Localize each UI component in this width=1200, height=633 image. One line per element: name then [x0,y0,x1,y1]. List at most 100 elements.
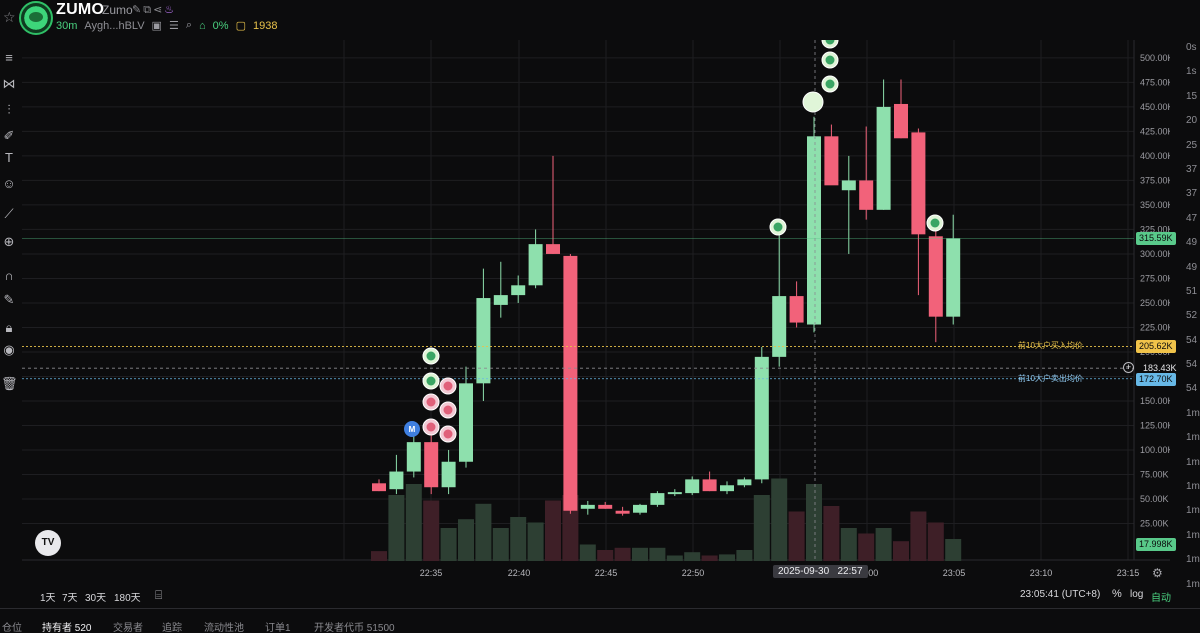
log-toggle[interactable]: log [1130,589,1144,600]
ruler-icon[interactable]: ⟋ [4,206,14,221]
right-strip-item: 1m [1186,432,1200,444]
share-icon[interactable]: ⋖ [153,4,165,16]
candle-body [389,471,404,490]
image-icon[interactable]: ▣ [151,20,162,32]
trader-avatar-face [930,218,940,228]
trader-avatar-face [443,381,453,391]
candle-body [528,244,543,286]
zoom-in-icon[interactable]: ⊕ [3,234,15,249]
volume-bar [893,541,909,561]
tab-tracking[interactable]: 追踪 [162,623,182,633]
trader-avatar-face [443,405,453,415]
candle-body [615,510,630,514]
y-tick-label: 450.00K [1140,102,1170,112]
add-alert-icon[interactable]: + [1123,362,1134,373]
timeframe-label[interactable]: 30m [56,19,78,32]
range-180d-button[interactable]: 180天 [114,593,141,604]
y-tick-label: 375.00K [1140,175,1170,185]
text-icon[interactable]: T [5,150,13,165]
tab-liquidity-pool[interactable]: 流动性池 [204,623,244,633]
range-7d-button[interactable]: 7天 [62,593,78,604]
clock-label[interactable]: 23:05:41 (UTC+8) [1020,589,1101,600]
y-tick-label: 50.00K [1140,494,1169,504]
volume-bar [753,495,770,561]
volume-bar [440,528,457,561]
y-tick-label: 125.00K [1140,420,1170,430]
y-tick-label: 250.00K [1140,298,1170,308]
volume-bar [823,506,840,561]
trade-marker-m-label: M [409,425,416,434]
trader-avatar-face [825,40,835,45]
auto-toggle[interactable]: 自动 [1151,593,1171,604]
edit-icon[interactable]: ✎ [132,4,144,16]
crosshair-price-badge: 183.43K [1143,363,1177,373]
lock-draw-icon[interactable]: ✎ [3,292,15,307]
candle-body [598,504,613,509]
crosshair-time: 22:57 [837,566,863,577]
token-name: Zumo [102,3,133,17]
range-1d-button[interactable]: 1天 [40,593,56,604]
right-strip-item: 47 [1186,212,1198,224]
range-30d-button[interactable]: 30天 [85,593,107,604]
tab-holders[interactable]: 持有者 520 [42,623,92,633]
x-tick-label: 23:10 [1030,568,1053,578]
trash-icon[interactable]: 🗑︎ [1,376,18,391]
price-chart[interactable]: 500.00K 475.00K 450.00K 425.00K 400.00K 375.0… [22,40,1170,585]
volume-bar [475,503,492,561]
y-tick-label: 225.00K [1140,322,1170,332]
search-icon[interactable]: ⌕ [185,19,192,31]
holders-icon: ▢ [235,20,246,32]
right-strip-item: 51 [1186,285,1198,297]
tab-traders[interactable]: 交易者 [113,623,143,633]
drawing-toolbar: ≡ ⋈ ⫶ ✐ T ☺ ⟋ ⊕ ∩ ✎ 🔒︎ ◉ 🗑︎ [0,42,20,562]
right-strip-item: 37 [1186,163,1198,175]
candle-body [476,298,491,384]
emoji-icon[interactable]: ☺ [2,176,16,191]
document-icon[interactable]: ☰ [168,20,179,32]
candle-body [876,106,891,210]
calendar-range-icon[interactable]: ⌸ [155,588,163,602]
percent-toggle[interactable]: % [1112,588,1122,600]
gear-icon[interactable]: ⚙ [1152,566,1163,580]
volume-bar [423,500,440,561]
chart-canvas[interactable]: 500.00K 475.00K 450.00K 425.00K 400.00K 375.0… [22,40,1170,585]
brush-icon[interactable]: ✐ [3,128,15,143]
pattern-icon[interactable]: ⋈ [2,76,16,91]
y-tick-label: 25.00K [1140,518,1169,528]
eye-icon[interactable]: ◉ [3,342,15,357]
x-tick-label: 22:35 [420,568,443,578]
bottom-tabs: 仓位 持有者 520 交易者 追踪 流动性池 订单1 开发者代币 51500 [0,608,1200,633]
right-strip-item: 54 [1186,383,1198,395]
magnet-icon[interactable]: ∩ [4,268,14,283]
candle-body [859,180,874,210]
star-icon[interactable]: ☆ [3,9,16,25]
tab-orders[interactable]: 订单1 [265,623,291,633]
candle-body [667,492,682,495]
header: ☆ ZUMO Zumo ✎⧉⋖♨ 30m Aygh...hBLV ▣ ☰ ⌕ ⌂… [0,0,1200,38]
volume-bar [458,519,474,561]
right-strip-item: 1m [1186,529,1200,541]
lock-icon[interactable]: 🔒︎ [5,320,13,335]
x-tick-label: 22:40 [508,568,531,578]
right-side-strip: 0s 1s 15 20 25 37 37 47 49 49 51 52 54 54 54 1m 1m 1m 1m 1m… [1176,42,1200,602]
copy-icon[interactable]: ⧉ [143,4,154,16]
tradingview-logo[interactable]: TV [35,530,61,556]
volume-bar [719,554,735,561]
candle-body [546,244,560,254]
fib-icon[interactable]: ⫶ [7,102,11,117]
right-strip-item: 1m [1186,505,1200,517]
chef-hat-icon: ⌂ [199,19,206,32]
x-tick-label: 22:45 [595,568,618,578]
trader-avatar-face [426,397,436,407]
candle-body [720,485,734,492]
y-tick-label: 350.00K [1140,200,1170,210]
x-tick-label: 23:15 [1117,568,1140,578]
lines-icon[interactable]: ≡ [5,50,13,65]
top10-buy-avg-label: 前10大户买入均价 [1018,341,1083,350]
candle-body [702,479,717,492]
volume-bar [405,484,422,561]
volume-bar [666,555,683,561]
contract-address[interactable]: Aygh...hBLV [84,19,145,32]
tab-positions[interactable]: 仓位 [2,623,22,633]
tab-dev-tokens[interactable]: 开发者代币 51500 [314,623,395,633]
